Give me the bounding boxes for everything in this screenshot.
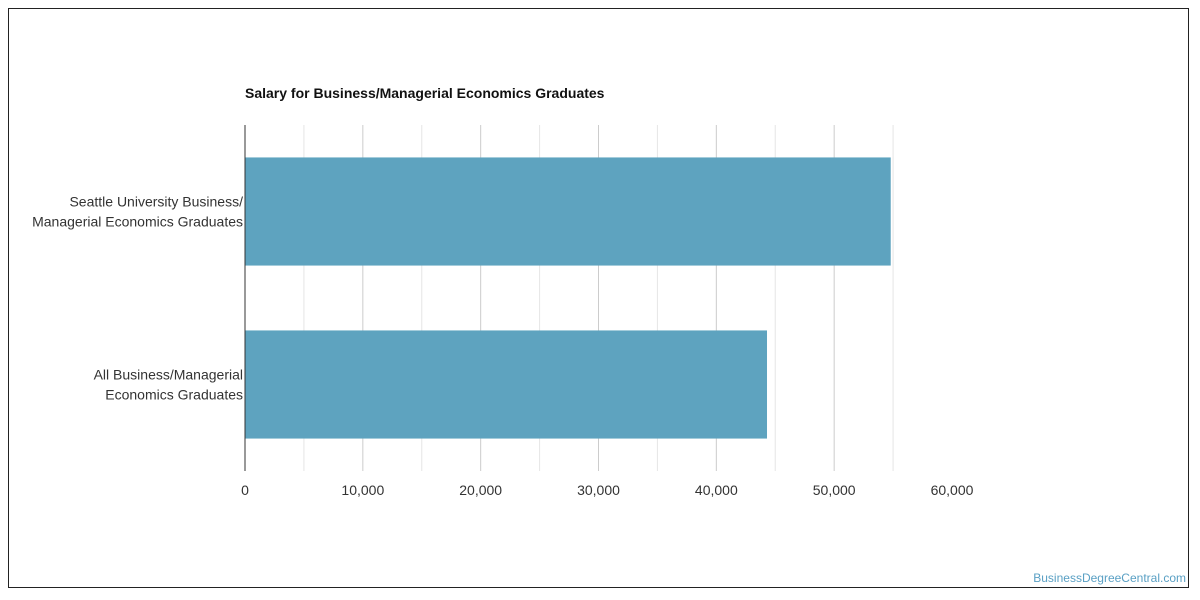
x-tick-label: 20,000 [459, 482, 502, 498]
x-tick-label: 30,000 [577, 482, 620, 498]
chart-title: Salary for Business/Managerial Economics… [245, 85, 605, 101]
x-tick-label: 60,000 [931, 482, 974, 498]
bars [245, 157, 891, 439]
labels: Seattle University Business/Managerial E… [32, 194, 974, 499]
x-tick-label: 50,000 [813, 482, 856, 498]
watermark: BusinessDegreeCentral.com [1033, 571, 1186, 585]
bar-1 [245, 157, 891, 266]
category-label-2: All Business/Managerial Economics Graduat… [94, 367, 243, 403]
x-tick-label: 0 [241, 482, 249, 498]
bar-2 [245, 330, 768, 439]
x-tick-label: 10,000 [341, 482, 384, 498]
x-tick-label: 40,000 [695, 482, 738, 498]
category-label-1: Seattle University Business/Managerial E… [32, 194, 243, 230]
